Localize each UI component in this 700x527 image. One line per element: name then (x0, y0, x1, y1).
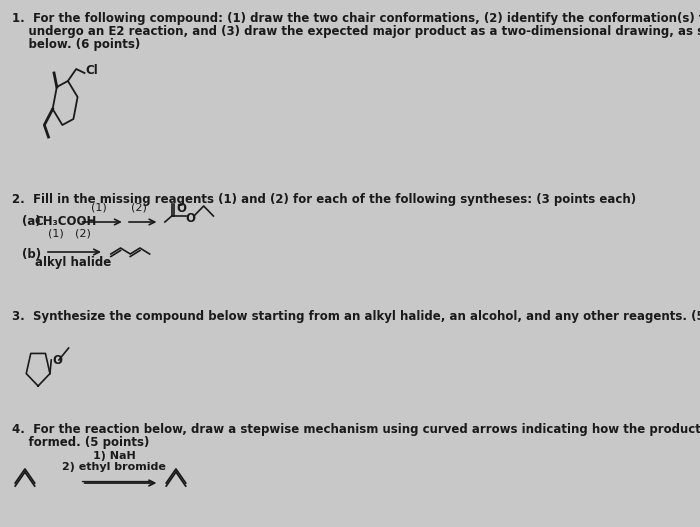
Text: (1): (1) (48, 228, 63, 238)
Text: formed. (5 points): formed. (5 points) (13, 436, 150, 449)
Text: (b): (b) (22, 248, 41, 261)
Text: O: O (186, 212, 196, 225)
Text: (2): (2) (131, 203, 146, 213)
Text: 2.  Fill in the missing reagents (1) and (2) for each of the following syntheses: 2. Fill in the missing reagents (1) and … (13, 193, 636, 206)
Text: (2): (2) (75, 228, 91, 238)
Text: below. (6 points): below. (6 points) (13, 38, 141, 51)
Text: Cl: Cl (85, 64, 98, 77)
Text: alkyl halide: alkyl halide (34, 256, 111, 269)
Text: (a): (a) (22, 215, 41, 228)
Text: undergo an E2 reaction, and (3) draw the expected major product as a two-dimensi: undergo an E2 reaction, and (3) draw the… (13, 25, 700, 38)
Text: (1): (1) (91, 203, 107, 213)
Text: 3.  Synthesize the compound below starting from an alkyl halide, an alcohol, and: 3. Synthesize the compound below startin… (13, 310, 700, 323)
Text: 1.  For the following compound: (1) draw the two chair conformations, (2) identi: 1. For the following compound: (1) draw … (13, 12, 700, 25)
Text: 1) NaH: 1) NaH (93, 451, 136, 461)
Text: O: O (52, 354, 62, 366)
Text: CH₃COOH: CH₃COOH (34, 215, 97, 228)
Text: 2) ethyl bromide: 2) ethyl bromide (62, 462, 166, 472)
Text: O: O (176, 202, 186, 215)
Text: 4.  For the reaction below, draw a stepwise mechanism using curved arrows indica: 4. For the reaction below, draw a stepwi… (13, 423, 700, 436)
